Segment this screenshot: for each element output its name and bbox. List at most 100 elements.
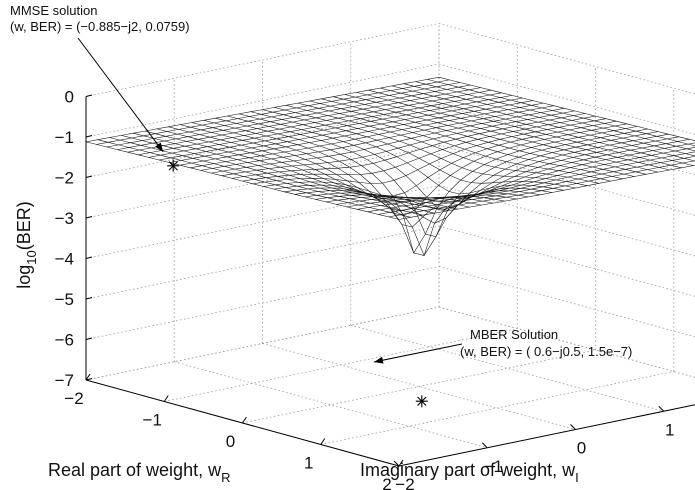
z-tick-label: −5 bbox=[55, 290, 74, 309]
mmse-pointer-line bbox=[77, 37, 164, 153]
mesh-line-imag bbox=[391, 85, 695, 162]
y-tick-mark bbox=[570, 424, 576, 430]
mmse-annotation-title: MMSE solution bbox=[10, 3, 97, 18]
z-tick-mark bbox=[85, 256, 93, 259]
y-tick-mark bbox=[393, 460, 400, 467]
mesh-line-imag bbox=[356, 92, 670, 171]
grid-line bbox=[320, 371, 674, 445]
mesh-line-imag bbox=[285, 105, 600, 184]
x-axis-label-main: Real part of weight, w bbox=[48, 460, 222, 480]
mmse-annotation: MMSE solution (w, BER) = (−0.885−j2, 0.0… bbox=[10, 3, 190, 172]
mesh-line-real bbox=[346, 142, 695, 208]
x-tick-mark bbox=[398, 459, 404, 467]
mmse-pointer-arrowhead bbox=[155, 142, 164, 152]
grid-line bbox=[438, 225, 695, 297]
y-tick-mark bbox=[658, 405, 665, 412]
mesh-line-imag bbox=[133, 132, 447, 212]
z-axis-label-subscript: 10 bbox=[24, 250, 39, 264]
z-tick-label: −3 bbox=[55, 209, 74, 228]
y-tick-label: −1 bbox=[484, 457, 503, 476]
mesh-line-imag bbox=[191, 122, 505, 212]
mesh-line-imag bbox=[227, 115, 541, 238]
mber-pointer-line bbox=[373, 343, 463, 363]
mber-star-marker bbox=[415, 395, 428, 408]
mmse-star-marker bbox=[167, 159, 180, 172]
mesh-line-imag bbox=[250, 111, 564, 195]
y-tick-label: 0 bbox=[577, 439, 586, 458]
mmse-annotation-text: (w, BER) = (−0.885−j2, 0.0759) bbox=[10, 19, 190, 34]
y-axis-label-subscript: I bbox=[575, 470, 579, 485]
grid-line bbox=[85, 23, 440, 97]
mber-annotation: MBER Solution (w, BER) = ( 0.6−j0.5, 1.5… bbox=[373, 327, 632, 408]
x-tick-label: −1 bbox=[143, 411, 162, 430]
mesh-line-imag bbox=[144, 130, 458, 210]
mesh-line-imag bbox=[203, 120, 517, 228]
grid-line bbox=[174, 361, 488, 449]
z-tick-label: −7 bbox=[55, 371, 74, 390]
z-tick-label: −2 bbox=[55, 169, 74, 188]
x-tick-label: 2 bbox=[382, 475, 391, 490]
mesh-line-imag bbox=[368, 89, 682, 169]
z-tick-mark bbox=[85, 175, 93, 178]
x-axis-label: Real part of weight, wR bbox=[48, 460, 230, 485]
z-tick-mark bbox=[85, 337, 93, 340]
z-tick-mark bbox=[85, 135, 93, 138]
background-grid bbox=[85, 23, 695, 467]
z-axis-label-main: log bbox=[14, 265, 34, 289]
grid-line bbox=[438, 144, 695, 216]
mesh-line-imag bbox=[85, 141, 400, 220]
z-axis-label-tail: (BER) bbox=[14, 201, 34, 250]
mber-annotation-text: (w, BER) = ( 0.6−j0.5, 1.5e−7) bbox=[460, 344, 632, 359]
mesh-line-imag bbox=[403, 83, 695, 157]
grid-line bbox=[85, 63, 440, 138]
mesh-line-imag bbox=[97, 139, 411, 218]
x-tick-mark bbox=[242, 416, 247, 424]
y-axis-label: Imaginary part of weight, wI bbox=[360, 460, 579, 485]
mesh-line-imag bbox=[321, 98, 635, 177]
x-axis-label-subscript: R bbox=[221, 470, 230, 485]
z-tick-mark bbox=[85, 378, 93, 381]
y-axis-label-main: Imaginary part of weight, w bbox=[360, 460, 576, 480]
grid-line bbox=[242, 349, 596, 424]
grid-line bbox=[85, 104, 440, 178]
z-tick-label: 0 bbox=[65, 88, 74, 107]
z-tick-label: −4 bbox=[55, 250, 74, 269]
mesh-line-imag bbox=[215, 117, 529, 256]
mber-annotation-title: MBER Solution bbox=[470, 327, 558, 342]
x-tick-mark bbox=[85, 373, 91, 381]
z-tick-mark bbox=[85, 94, 93, 97]
mesh-line-imag bbox=[415, 81, 695, 152]
y-tick-mark bbox=[481, 442, 488, 449]
mesh-line-imag bbox=[427, 79, 695, 147]
z-tick-mark bbox=[85, 297, 93, 300]
mesh-line-imag bbox=[238, 113, 553, 211]
x-tick-label: −2 bbox=[64, 389, 83, 408]
mesh-line-imag bbox=[297, 102, 611, 182]
y-tick-label: −2 bbox=[395, 475, 414, 490]
z-tick-mark bbox=[85, 216, 93, 219]
mesh-line-imag bbox=[344, 94, 658, 173]
x-tick-label: 1 bbox=[304, 454, 313, 473]
mesh-line-real bbox=[315, 133, 669, 210]
mesh-line-imag bbox=[156, 128, 470, 208]
y-tick-label: 1 bbox=[665, 420, 674, 439]
mesh-line-imag bbox=[180, 124, 494, 204]
x-tick-label: 0 bbox=[226, 432, 235, 451]
mber-pointer-arrowhead bbox=[374, 356, 384, 364]
z-tick-label: −1 bbox=[55, 128, 74, 147]
mesh-line-imag bbox=[333, 96, 647, 175]
x-tick-mark bbox=[163, 395, 169, 402]
mesh-line-imag bbox=[262, 109, 576, 189]
x-tick-mark bbox=[320, 438, 326, 445]
axis-line bbox=[398, 404, 695, 467]
mesh-line-imag bbox=[380, 87, 694, 166]
z-axis-label: log10(BER) bbox=[14, 201, 39, 289]
mesh-line-imag bbox=[309, 100, 623, 180]
grid-line bbox=[398, 404, 695, 467]
surface-mesh bbox=[85, 77, 695, 257]
grid-line bbox=[438, 185, 695, 257]
mesh-line-real bbox=[252, 118, 606, 185]
mesh-line-imag bbox=[274, 107, 588, 186]
